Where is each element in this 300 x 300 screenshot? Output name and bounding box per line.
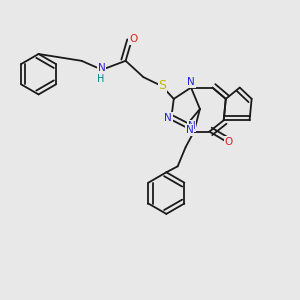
Text: S: S — [158, 79, 166, 92]
Text: N: N — [187, 77, 195, 87]
Text: N: N — [188, 121, 196, 131]
Text: H: H — [97, 74, 104, 84]
Text: N: N — [98, 63, 106, 73]
Text: O: O — [129, 34, 137, 44]
Text: O: O — [224, 137, 232, 147]
Text: N: N — [186, 125, 194, 135]
Text: N: N — [164, 113, 172, 123]
